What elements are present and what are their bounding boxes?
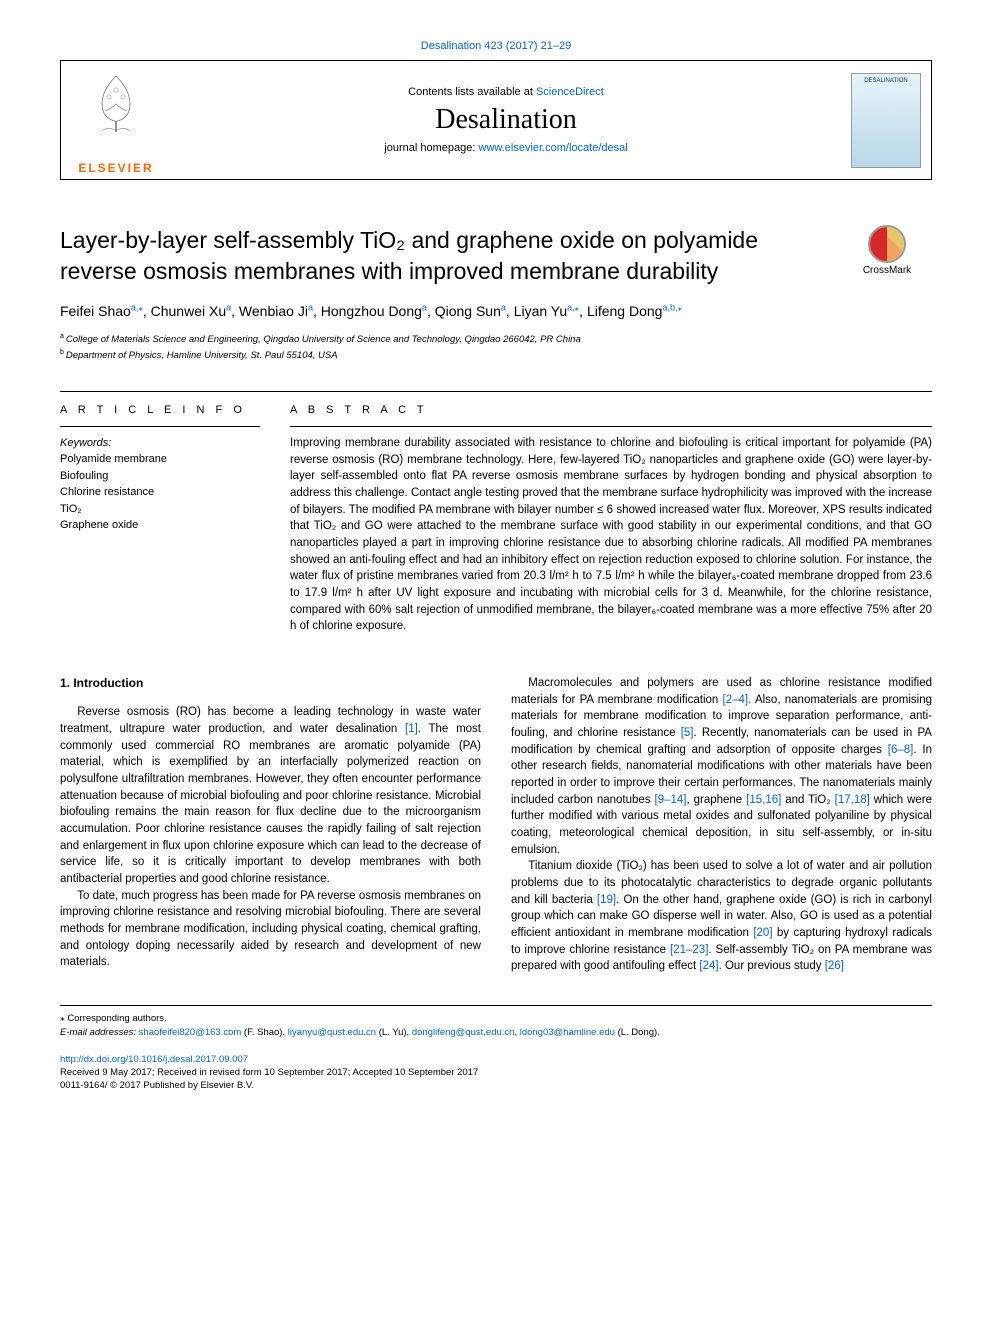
author-affiliation-ref[interactable]: a (308, 302, 313, 312)
homepage-line: journal homepage: www.elsevier.com/locat… (171, 142, 841, 154)
citation-ref[interactable]: [15,16] (746, 794, 781, 806)
author-affiliation-ref[interactable]: a,⁎ (567, 302, 579, 312)
author-affiliation-ref[interactable]: a (226, 302, 231, 312)
author: Feifei Shaoa,⁎ (60, 303, 143, 319)
affiliation: a College of Materials Science and Engin… (60, 332, 932, 347)
doi-block: http://dx.doi.org/10.1016/j.desal.2017.0… (60, 1053, 932, 1093)
email-link[interactable]: ldong03@hamline.edu (520, 1027, 615, 1038)
abstract-text: Improving membrane durability associated… (290, 427, 932, 635)
author-affiliation-ref[interactable]: a,b,⁎ (662, 302, 682, 312)
author: Hongzhou Donga (321, 303, 427, 319)
article-info-column: A R T I C L E I N F O Keywords: Polyamid… (60, 392, 260, 635)
citation-ref[interactable]: [20] (753, 927, 772, 939)
body-column-right: Macromolecules and polymers are used as … (511, 675, 932, 975)
crossmark-label: CrossMark (863, 265, 911, 276)
author: Wenbiao Jia (239, 303, 313, 319)
keyword: Chlorine resistance (60, 484, 260, 501)
crossmark-icon (868, 225, 906, 263)
citation-ref[interactable]: [19] (597, 894, 616, 906)
publisher-name: ELSEVIER (78, 161, 153, 175)
email-link[interactable]: donglifeng@qust.edu.cn (412, 1027, 515, 1038)
article-info-label: A R T I C L E I N F O (60, 392, 260, 427)
author: Chunwei Xua (151, 303, 232, 319)
author-affiliation-ref[interactable]: a,⁎ (131, 302, 143, 312)
keywords-list: Polyamide membraneBiofoulingChlorine res… (60, 451, 260, 534)
keyword: Biofouling (60, 468, 260, 485)
body-paragraph: Titanium dioxide (TiO₂) has been used to… (511, 858, 932, 975)
doi-link[interactable]: http://dx.doi.org/10.1016/j.desal.2017.0… (60, 1054, 248, 1065)
author: Qiong Suna (435, 303, 506, 319)
contents-line: Contents lists available at ScienceDirec… (171, 86, 841, 98)
keywords-label: Keywords: (60, 435, 260, 452)
author-affiliation-ref[interactable]: a (501, 302, 506, 312)
keyword: Polyamide membrane (60, 451, 260, 468)
email-line: E-mail addresses: shaofeifei820@163.com … (60, 1026, 932, 1040)
journal-name: Desalination (171, 104, 841, 136)
body-paragraph: Macromolecules and polymers are used as … (511, 675, 932, 858)
citation-ref[interactable]: [9–14] (655, 794, 687, 806)
crossmark-badge[interactable]: CrossMark (842, 225, 932, 287)
author: Liyan Yua,⁎ (514, 303, 579, 319)
abstract-column: A B S T R A C T Improving membrane durab… (290, 392, 932, 635)
citation-ref[interactable]: [5] (681, 727, 694, 739)
keyword: TiO₂ (60, 501, 260, 518)
email-link[interactable]: liyanyu@qust.edu.cn (288, 1027, 376, 1038)
citation-ref[interactable]: [26] (825, 960, 844, 972)
affiliations: a College of Materials Science and Engin… (60, 332, 932, 363)
top-citation: Desalination 423 (2017) 21–29 (60, 40, 932, 52)
citation-ref[interactable]: [17,18] (835, 794, 870, 806)
received-line: Received 9 May 2017; Received in revised… (60, 1067, 478, 1078)
corresponding-authors-label: ⁎ Corresponding authors. (60, 1012, 932, 1026)
body-paragraph: To date, much progress has been made for… (60, 888, 481, 971)
citation-ref[interactable]: [21–23] (670, 944, 708, 956)
top-citation-link[interactable]: Desalination 423 (2017) 21–29 (421, 40, 571, 52)
intro-heading: 1. Introduction (60, 675, 481, 692)
journal-homepage-link[interactable]: www.elsevier.com/locate/desal (479, 142, 628, 154)
sciencedirect-link[interactable]: ScienceDirect (536, 86, 604, 98)
author-list: Feifei Shaoa,⁎, Chunwei Xua, Wenbiao Jia… (60, 301, 932, 322)
body-paragraph: Reverse osmosis (RO) has become a leadin… (60, 704, 481, 887)
cover-thumb-block: DESALINATION (841, 61, 931, 179)
keyword: Graphene oxide (60, 517, 260, 534)
author-affiliation-ref[interactable]: a (422, 302, 427, 312)
email-link[interactable]: shaofeifei820@163.com (139, 1027, 242, 1038)
header-center: Contents lists available at ScienceDirec… (171, 61, 841, 179)
publisher-block: ELSEVIER (61, 61, 171, 179)
citation-ref[interactable]: [1] (405, 723, 418, 735)
abstract-label: A B S T R A C T (290, 392, 932, 427)
citation-ref[interactable]: [2–4] (723, 694, 749, 706)
citation-ref[interactable]: [6–8] (888, 744, 914, 756)
affiliation: b Department of Physics, Hamline Univers… (60, 348, 932, 363)
citation-ref[interactable]: [24] (699, 960, 718, 972)
body-column-left: 1. Introduction Reverse osmosis (RO) has… (60, 675, 481, 975)
author: Lifeng Donga,b,⁎ (587, 303, 682, 319)
journal-cover-icon: DESALINATION (851, 73, 921, 168)
issn-line: 0011-9164/ © 2017 Published by Elsevier … (60, 1080, 254, 1091)
journal-header: ELSEVIER Contents lists available at Sci… (60, 60, 932, 180)
footer-block: ⁎ Corresponding authors. E-mail addresse… (60, 1005, 932, 1041)
article-title: Layer-by-layer self-assembly TiO₂ and gr… (60, 225, 822, 287)
elsevier-tree-icon (81, 69, 151, 139)
